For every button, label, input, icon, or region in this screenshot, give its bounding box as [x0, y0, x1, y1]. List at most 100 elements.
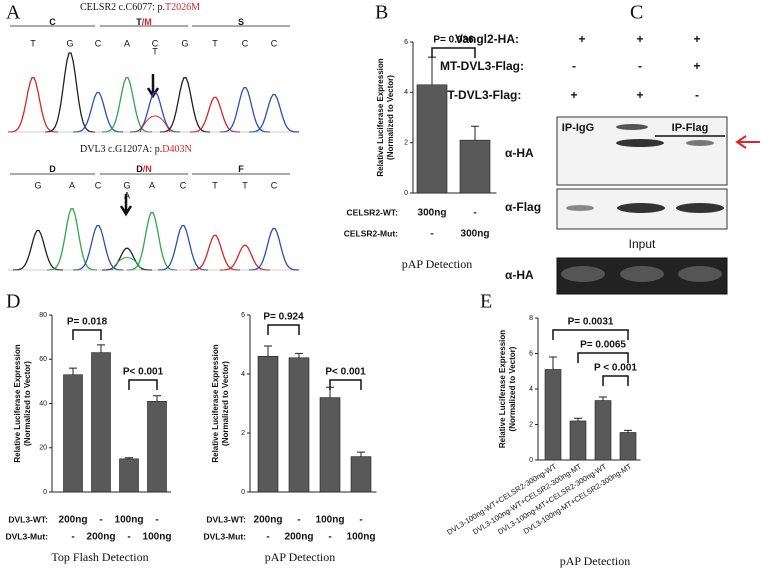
bar — [569, 420, 587, 461]
y-tick-label: 6 — [241, 312, 245, 319]
title-text: DVL3 c.G1207A: p. — [80, 144, 162, 155]
y-tick-label: 4 — [404, 89, 408, 96]
condition-label: DVL3-WT: — [206, 514, 246, 524]
trace-peak — [248, 227, 300, 271]
lane-sign: + — [636, 88, 643, 102]
y-tick-label: 4 — [241, 371, 245, 378]
y-tick-label: 0 — [404, 190, 408, 197]
base: G — [66, 38, 73, 48]
base: A — [69, 180, 75, 190]
base: T — [212, 180, 218, 190]
blot-band — [676, 203, 724, 213]
significance-bracket — [602, 375, 629, 386]
condition-value: - — [430, 229, 433, 240]
error-bar — [357, 451, 365, 457]
condition-value: 100ng — [347, 532, 376, 543]
lane-sign: + — [693, 32, 700, 46]
panel-label: B — [375, 2, 388, 24]
y-tick-label: 80 — [39, 312, 47, 319]
condition-value: 100ng — [115, 515, 144, 526]
bar — [594, 400, 612, 461]
y-axis-title: (Normalized to Vector) — [508, 346, 517, 431]
arrow — [146, 74, 160, 99]
bar — [147, 400, 167, 493]
row-label: Vangl2-HA: — [455, 32, 519, 46]
trace-peak — [72, 91, 124, 133]
p-value: P< 0.001 — [123, 367, 164, 378]
trace-peak — [72, 224, 124, 271]
y-tick-label: 0 — [241, 489, 245, 496]
y-axis-title: Relative Luciferase Expression — [498, 330, 507, 448]
codon-letter: T — [136, 17, 142, 27]
y-tick-label: 2 — [404, 140, 408, 147]
base: C — [95, 38, 102, 48]
y-tick-label: 40 — [39, 400, 47, 407]
blot-band — [686, 140, 714, 146]
trace-peak — [44, 52, 96, 133]
codon: T/M — [136, 17, 152, 27]
blot-band — [617, 203, 665, 213]
condition-value: 100ng — [316, 515, 345, 526]
codon-letter: D — [136, 164, 143, 174]
p-value: P < 0.001 — [594, 363, 637, 374]
p-value: P= 0.036 — [433, 35, 474, 46]
blot-band — [566, 205, 594, 211]
significance-bracket — [72, 329, 102, 340]
blot-band — [561, 266, 605, 282]
y-tick-label: 0 — [43, 489, 47, 496]
codon-letter: F — [238, 164, 244, 174]
sequence-title: CELSR2 c.C6077: p.T2026M — [80, 2, 200, 13]
condition-label: DVL3-Mut: — [204, 531, 247, 541]
p-value: P< 0.001 — [325, 367, 366, 378]
trace-peak — [7, 77, 59, 133]
panel-label: E — [480, 291, 492, 313]
codon: F — [238, 164, 244, 174]
red-arrow — [735, 135, 760, 149]
bar — [63, 374, 83, 493]
y-tick-label: 20 — [39, 445, 47, 452]
y-axis-title: (Normalized to Vector) — [23, 361, 32, 446]
error-bar — [69, 367, 77, 375]
condition-value: 200ng — [254, 515, 283, 526]
p-value: P= 0.0031 — [568, 317, 614, 328]
y-tick-label: 0 — [529, 457, 533, 464]
base: T — [242, 180, 248, 190]
condition-label: DVL3-WT: — [8, 514, 48, 524]
blot-band — [616, 139, 664, 147]
base: A — [124, 38, 130, 48]
codon: D — [49, 164, 56, 174]
minor-peak — [111, 257, 143, 271]
base: C — [271, 38, 278, 48]
second-base: A — [124, 190, 130, 200]
error-bar — [624, 429, 632, 433]
trace-peak — [126, 212, 178, 271]
bar — [119, 458, 139, 493]
base: G — [123, 180, 130, 190]
p-value: P= 0.924 — [263, 312, 304, 323]
base: T — [30, 38, 36, 48]
condition-label: CELSR2-WT: — [347, 207, 399, 217]
condition-value: - — [297, 515, 300, 526]
y-axis-title: Relative Luciferase Expression — [376, 58, 385, 176]
significance-bracket — [329, 379, 362, 390]
condition-value: 300ng — [461, 229, 490, 240]
trace-peak — [248, 93, 300, 133]
error-bar — [97, 344, 105, 353]
ip-label: IP-IgG — [562, 122, 594, 134]
codon-letter: D — [49, 164, 56, 174]
blot-band — [616, 124, 648, 130]
trace-peak — [101, 77, 153, 133]
lane-sign: - — [695, 88, 699, 102]
condition-value: - — [127, 532, 130, 543]
condition-value: 100ng — [143, 532, 172, 543]
significance-bracket — [267, 324, 300, 335]
base: T — [212, 38, 218, 48]
error-bar — [471, 125, 479, 141]
error-bar — [549, 356, 557, 370]
bar — [91, 352, 111, 493]
minor-peak — [139, 115, 171, 133]
y-tick-label: 6 — [529, 350, 533, 357]
title-text: CELSR2 c.C6077: p. — [80, 2, 165, 13]
bar — [257, 355, 279, 493]
base: C — [180, 180, 187, 190]
